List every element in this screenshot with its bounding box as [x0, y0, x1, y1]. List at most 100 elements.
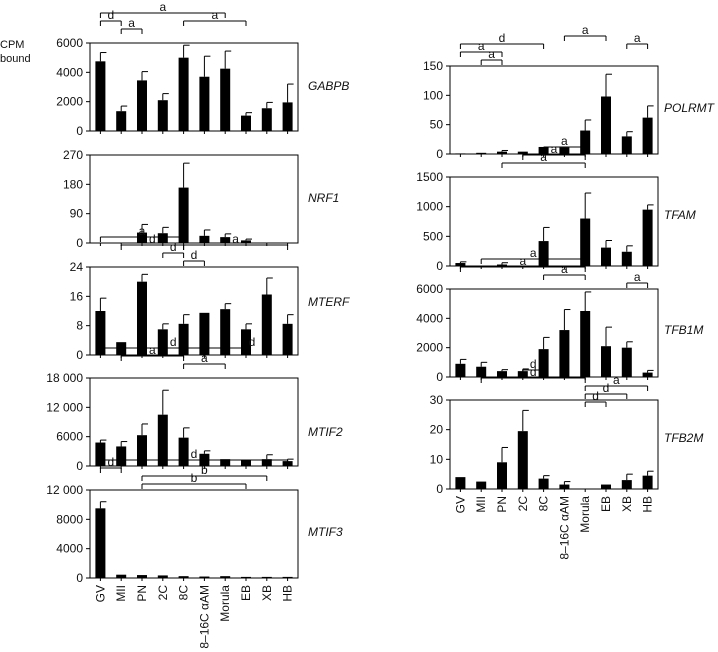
bar-8–16C αAM	[559, 147, 570, 154]
plot-frame	[89, 377, 299, 467]
gene-label: GABPB	[308, 79, 349, 93]
gene-label: TFB2M	[664, 431, 703, 445]
y-tick-label: 0	[76, 571, 83, 585]
bar-EB	[241, 576, 251, 578]
bar-Morula	[580, 311, 591, 377]
y-tick-label: 6000	[56, 36, 83, 50]
bar-GV	[455, 363, 466, 377]
significance-label: a	[551, 142, 558, 156]
category-label: HB	[281, 585, 295, 602]
bar-EB	[601, 346, 611, 377]
plot-frame	[89, 266, 299, 356]
y-tick-label: 8	[76, 319, 83, 333]
significance-label: a	[128, 16, 135, 30]
category-label: GV	[93, 585, 107, 602]
significance-label: a	[561, 262, 568, 276]
significance-label: a	[149, 343, 156, 357]
significance-label: a	[582, 23, 589, 37]
bar-HB	[642, 475, 653, 489]
y-tick-label: 90	[70, 207, 84, 221]
significance-label: a	[530, 246, 537, 260]
bar-HB	[642, 117, 653, 154]
y-tick-label: 1500	[416, 170, 443, 184]
gene-label: MTERF	[308, 295, 350, 309]
bar-GV	[455, 153, 466, 155]
bar-Morula	[220, 309, 231, 355]
significance-label: d	[603, 381, 610, 395]
category-label: 8C	[177, 585, 191, 601]
bar-HB	[642, 209, 653, 266]
gene-label: TFB1M	[664, 323, 703, 337]
bar-XB	[621, 480, 632, 489]
bar-EB	[241, 329, 251, 355]
bar-Morula	[220, 68, 231, 131]
bar-GV	[95, 442, 106, 466]
significance-label: a	[139, 224, 146, 238]
bar-8C	[178, 57, 189, 131]
bar-8–16C αAM	[199, 312, 210, 355]
significance-label: a	[634, 31, 641, 45]
bar-8–16C αAM	[199, 576, 210, 578]
bar-EB	[601, 247, 611, 266]
significance-label: a	[561, 134, 568, 148]
y-tick-label: 0	[76, 236, 83, 250]
category-label: 2C	[156, 585, 170, 601]
bar-8C	[178, 323, 189, 355]
bar-8–16C αAM	[199, 235, 210, 243]
y-tick-label: 0	[436, 482, 443, 496]
y-tick-label: 10	[430, 452, 444, 466]
plot-frame	[89, 154, 299, 244]
gene-label: POLRMT	[664, 101, 716, 115]
bar-8C	[538, 478, 549, 489]
bar-2C	[517, 431, 528, 489]
bar-PN	[497, 371, 507, 377]
plot-frame	[89, 42, 299, 132]
bar-Morula	[220, 237, 231, 243]
bar-XB	[621, 251, 632, 266]
y-axis-label-line2: bound	[0, 53, 31, 65]
bar-8C	[178, 576, 189, 578]
y-tick-label: 1000	[416, 200, 443, 214]
bar-XB	[621, 347, 632, 377]
bar-MII	[476, 366, 487, 377]
bar-EB	[601, 484, 611, 489]
plot-frame	[89, 489, 299, 579]
category-label: PN	[495, 496, 509, 513]
panel-nrf1: 0 90 180 270 NRF1	[63, 148, 339, 250]
y-tick-label: 100	[423, 88, 443, 102]
y-tick-label: 0	[76, 459, 83, 473]
y-tick-label: 50	[430, 118, 444, 132]
gene-label: NRF1	[308, 191, 339, 205]
bar-HB	[282, 323, 293, 355]
bar-EB	[601, 96, 611, 154]
bar-HB	[282, 102, 293, 131]
category-label: 8–16C αAM	[197, 585, 211, 649]
y-tick-label: 4000	[416, 311, 443, 325]
bar-PN	[137, 232, 147, 243]
bar-MII	[116, 111, 127, 131]
y-axis-label-line1: CPM	[0, 39, 24, 51]
bar-PN	[497, 151, 507, 154]
bar-XB	[621, 136, 632, 154]
bar-Morula	[580, 130, 591, 154]
y-tick-label: 18 000	[46, 371, 83, 385]
bar-GV	[455, 263, 466, 266]
gene-label: MTIF2	[308, 425, 343, 439]
bar-EB	[241, 115, 251, 131]
significance-label: d	[592, 389, 599, 403]
significance-label: a	[613, 373, 620, 387]
y-tick-label: 180	[63, 177, 83, 191]
category-label: Morula	[218, 585, 232, 622]
significance-label: a	[634, 270, 641, 284]
bar-GV	[95, 61, 106, 132]
bar-GV	[95, 311, 106, 355]
bar-PN	[137, 575, 147, 578]
bar-EB	[241, 460, 251, 466]
bar-MII	[116, 342, 127, 355]
bar-PN	[137, 281, 147, 355]
category-label: GV	[453, 496, 467, 513]
